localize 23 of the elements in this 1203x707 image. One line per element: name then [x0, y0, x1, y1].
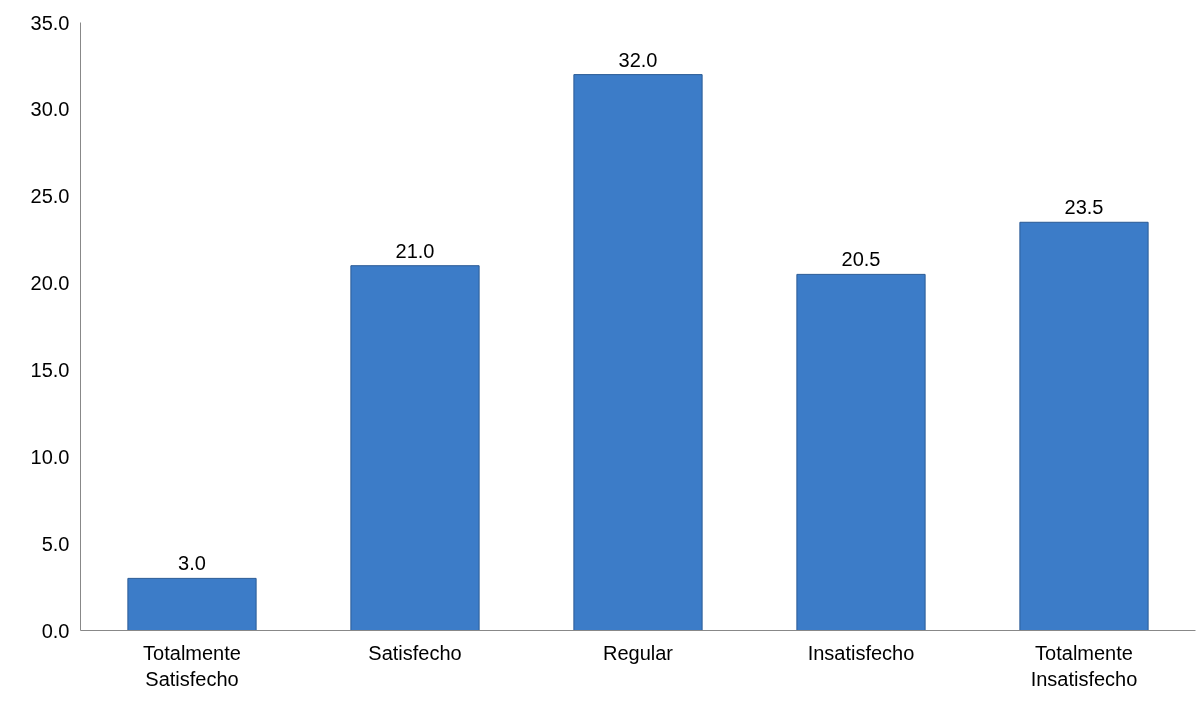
bar: [127, 577, 257, 631]
x-tick-label: Satisfecho: [368, 641, 462, 664]
y-tick-label: 30.0: [30, 98, 70, 121]
y-tick-label: 35.0: [30, 11, 70, 34]
data-label: 32.0: [618, 48, 658, 71]
y-tick-label: 0.0: [41, 619, 70, 642]
bar: [796, 273, 926, 631]
x-tick-label: Totalmente Insatisfecho: [1030, 641, 1138, 690]
y-tick-label: 20.0: [30, 272, 70, 295]
data-label: 3.0: [178, 552, 206, 575]
y-tick-label: 25.0: [30, 185, 70, 208]
bar: [1019, 221, 1149, 631]
y-tick-label: 5.0: [41, 532, 70, 555]
x-tick-label: Insatisfecho: [807, 641, 915, 664]
bar: [573, 74, 703, 631]
data-label: 23.5: [1064, 196, 1104, 219]
y-tick-label: 15.0: [30, 358, 70, 381]
bar: [350, 265, 480, 631]
x-tick-label: Regular: [602, 641, 674, 664]
x-tick-label: Totalmente Satisfecho: [143, 641, 241, 690]
y-tick-label: 10.0: [30, 445, 70, 468]
data-label: 20.5: [841, 248, 881, 271]
data-label: 21.0: [395, 239, 435, 262]
